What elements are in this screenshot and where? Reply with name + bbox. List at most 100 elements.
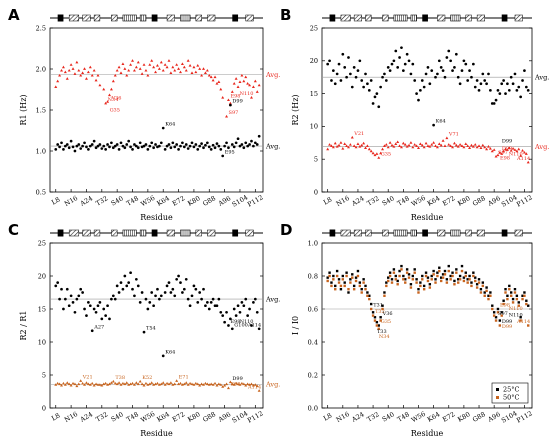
data-point <box>250 139 253 143</box>
data-point <box>364 284 367 288</box>
data-point <box>464 142 468 146</box>
annotation-label: N110 <box>240 319 254 325</box>
data-point <box>175 63 179 66</box>
data-point <box>123 382 127 386</box>
data-point <box>236 85 240 88</box>
annotation-label: D99 <box>232 99 242 105</box>
data-point <box>192 145 196 149</box>
data-point <box>61 381 65 385</box>
data-point <box>490 149 494 153</box>
data-point <box>415 92 418 95</box>
data-point <box>356 69 360 72</box>
data-point <box>475 286 479 289</box>
data-point <box>334 288 337 291</box>
strip-strand-block <box>353 14 362 22</box>
data-point <box>67 382 71 386</box>
data-point <box>196 301 200 304</box>
data-point <box>86 70 90 74</box>
data-point <box>486 145 490 148</box>
data-point <box>458 274 462 278</box>
data-point <box>238 144 242 148</box>
data-point <box>119 281 123 284</box>
annotation-label: T54 <box>146 326 156 332</box>
series-1 <box>326 135 530 164</box>
x-tick-label: K64 <box>156 410 171 423</box>
data-point <box>157 67 161 70</box>
data-point <box>375 92 379 95</box>
data-point <box>418 142 422 146</box>
annotation-label: N34 <box>379 334 390 340</box>
data-point <box>148 63 152 66</box>
data-point <box>200 73 204 77</box>
x-tick-label: N16 <box>335 194 351 208</box>
data-point <box>411 62 415 66</box>
data-point <box>402 274 405 278</box>
data-point <box>152 65 156 69</box>
data-point <box>438 269 441 273</box>
data-point <box>106 304 109 308</box>
data-point <box>206 301 209 304</box>
annotation-label: A114 <box>247 322 261 328</box>
data-point <box>360 143 364 147</box>
annotation-label: G100 <box>234 322 248 328</box>
data-point <box>396 140 400 144</box>
data-point <box>232 145 236 149</box>
annotation-label: E98 <box>500 303 510 309</box>
data-point <box>211 78 215 82</box>
data-point <box>506 82 509 86</box>
y-tick-label: 5 <box>42 371 46 379</box>
data-point <box>88 65 92 69</box>
data-point <box>432 141 436 144</box>
x-tick-label: A24 <box>349 194 365 208</box>
data-point <box>211 143 215 147</box>
data-point <box>236 382 240 386</box>
data-point <box>506 297 509 301</box>
data-point <box>217 144 221 148</box>
data-point <box>479 82 483 86</box>
strip-strand-block <box>340 229 351 237</box>
data-point <box>368 297 371 301</box>
data-point <box>81 71 85 74</box>
data-point <box>223 383 227 387</box>
x-tick-label: P112 <box>246 409 265 424</box>
y-tick-label: 20 <box>310 57 318 65</box>
data-point <box>136 382 140 386</box>
data-point <box>65 381 69 384</box>
data-point <box>367 147 371 151</box>
x-tick-label: A24 <box>349 410 365 424</box>
data-point <box>207 73 211 77</box>
strip-helix-block <box>57 229 64 237</box>
data-point <box>388 274 392 278</box>
strip-strand-block <box>365 14 372 22</box>
data-point <box>449 274 452 278</box>
data-point <box>129 382 133 386</box>
data-point <box>451 69 454 72</box>
data-point <box>345 144 349 147</box>
data-point <box>83 67 87 70</box>
data-point <box>236 137 240 141</box>
data-point <box>405 145 409 148</box>
data-point <box>373 153 377 157</box>
x-tick-label: T32 <box>94 194 109 207</box>
data-point <box>388 69 392 72</box>
x-tick-label: L8 <box>50 195 61 206</box>
data-point <box>73 72 77 75</box>
data-point <box>485 147 489 151</box>
annotation-label: V71 <box>448 132 459 138</box>
data-point <box>468 146 472 149</box>
data-point <box>60 287 63 291</box>
data-point <box>508 288 511 291</box>
data-point <box>115 68 119 72</box>
data-point <box>182 145 186 149</box>
panel-A: A0.51.01.52.02.5L8 N16 A24 T32 S40 T48 W56 K64 E… <box>8 6 280 222</box>
data-point <box>244 383 248 387</box>
data-point <box>165 65 169 69</box>
data-point <box>434 75 437 79</box>
data-point <box>405 271 409 274</box>
data-point <box>182 65 186 69</box>
data-point <box>138 141 142 145</box>
data-point <box>371 311 375 314</box>
data-point <box>507 146 511 149</box>
data-point <box>511 82 515 86</box>
strip-strand-block <box>68 14 80 22</box>
